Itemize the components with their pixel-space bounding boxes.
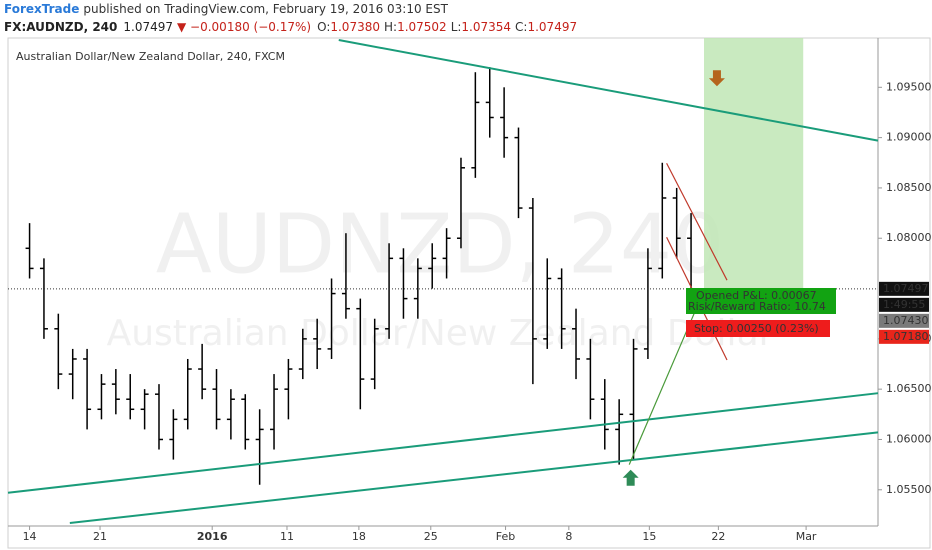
c-value: 1.07497 [527,20,577,34]
trendline [666,162,728,281]
h-label: H: [384,20,397,34]
trendline [69,431,879,524]
plot [7,38,879,524]
y-tick-label: 1.06000 [886,432,932,445]
arrow-up [622,469,639,486]
author[interactable]: ForexTrade [4,2,79,16]
price-label-box [879,329,929,344]
trendline [338,39,879,142]
published: published on TradingView.com, February 1… [83,2,448,16]
o-label: O: [317,20,330,34]
trendline [628,290,705,465]
y-tick-label: 1.08000 [886,231,932,244]
c-label: C: [515,20,527,34]
x-tick-label: 8 [565,530,572,543]
trendline [7,392,879,494]
l-value: 1.07354 [461,20,511,34]
pnl: Opened P&L: 0.00067 [696,289,817,302]
y-tick-label: 1.09500 [886,80,932,93]
price-label: 1.07430 [883,314,929,327]
change: ▼ −0.00180 (−0.17%) [177,20,311,34]
x-tick-label: 21 [93,530,107,543]
frame [7,37,931,549]
symbol: FX:AUDNZD, 240 [4,20,117,34]
chart-title: Australian Dollar/New Zealand Dollar, 24… [16,50,285,63]
ratio: Risk/Reward Ratio: 10.74 [688,300,826,313]
y-tick-label: 1.09000 [886,131,932,144]
x-tick-label: 22 [711,530,725,543]
stop-box [686,320,830,337]
y-tick-label: 1.05500 [886,483,932,496]
symbol-line: FX:AUDNZD, 240 1.07497 ▼ −0.00180 (−0.17%)… [4,20,577,34]
l-label: L: [451,20,462,34]
x-tick-label: 18 [352,530,366,543]
o-value: 1.07380 [330,20,380,34]
stop: Stop: 0.00250 (0.23%) [694,322,819,335]
price-label: 1.07180 [883,330,929,343]
y-tick-label: 1.08500 [886,181,932,194]
countdown-box [879,297,929,312]
price-label-box [879,281,929,296]
arrow-down [708,70,725,87]
countdown: 1:49:55 [883,298,925,311]
x-tick-label: 14 [23,530,37,543]
x-tick-label: 11 [280,530,294,543]
watermark-symbol: AUDNZD, 240 [156,197,725,292]
x-tick-label: Mar [796,530,817,543]
watermark-description: Australian Dollar/New Zealand Dollar [107,313,774,354]
price-label: 1.07497 [883,282,929,295]
x-tick-label: 2016 [197,530,228,543]
price-label-box [879,313,929,328]
x-tick-label: 25 [424,530,438,543]
y-tick-label: 1.06500 [886,382,932,395]
h-value: 1.07502 [397,20,447,34]
x-tick-label: Feb [496,530,515,543]
last: 1.07497 [123,20,173,34]
pnl-box [686,288,836,314]
position-box: Opened P&L: 0.00067 Risk/Reward Ratio: 1… [686,288,836,337]
publish-line: ForexTrade published on TradingView.com, … [4,2,449,16]
x-tick-label: 15 [642,530,656,543]
